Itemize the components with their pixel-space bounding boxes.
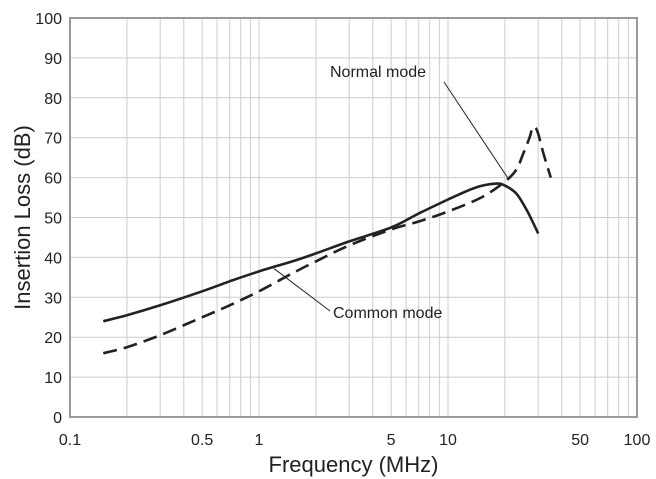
y-tick-label: 40 [44,250,62,267]
plot-frame [69,17,638,418]
y-tick-label: 0 [53,410,62,427]
y-tick-label: 50 [44,211,62,228]
y-tick-label: 90 [44,51,62,68]
x-tick-label: 5 [387,432,396,449]
y-tick-label: 60 [44,171,62,188]
normal-mode-series-line [102,125,553,355]
y-tick-label: 80 [44,91,62,108]
common-mode-series-line [102,182,540,323]
y-axis-title: Insertion Loss (dB) [10,125,35,310]
x-tick-label: 1 [255,432,264,449]
y-tick-label: 70 [44,131,62,148]
normal-mode-leader-line [443,81,510,180]
tick-labels: 0.1 0.5 1 5 10 50 100 0 10 20 30 40 50 60 70 80 90 100 [35,11,650,449]
series-layer [102,125,553,355]
grid-layer [70,18,637,417]
y-tick-label: 20 [44,330,62,347]
x-tick-label: 0.5 [191,432,213,449]
y-tick-label: 100 [35,11,62,28]
common-mode-label: Common mode [333,305,442,322]
annotations: Normal mode Common mode [273,64,510,322]
y-tick-label: 30 [44,290,62,307]
x-axis-title: Frequency (MHz) [269,452,439,477]
x-tick-label: 10 [439,432,457,449]
x-tick-label: 50 [571,432,589,449]
y-tick-label: 10 [44,370,62,387]
x-tick-label: 100 [624,432,651,449]
common-mode-leader-line [273,268,331,312]
x-tick-label: 0.1 [59,432,81,449]
normal-mode-label: Normal mode [330,64,426,81]
